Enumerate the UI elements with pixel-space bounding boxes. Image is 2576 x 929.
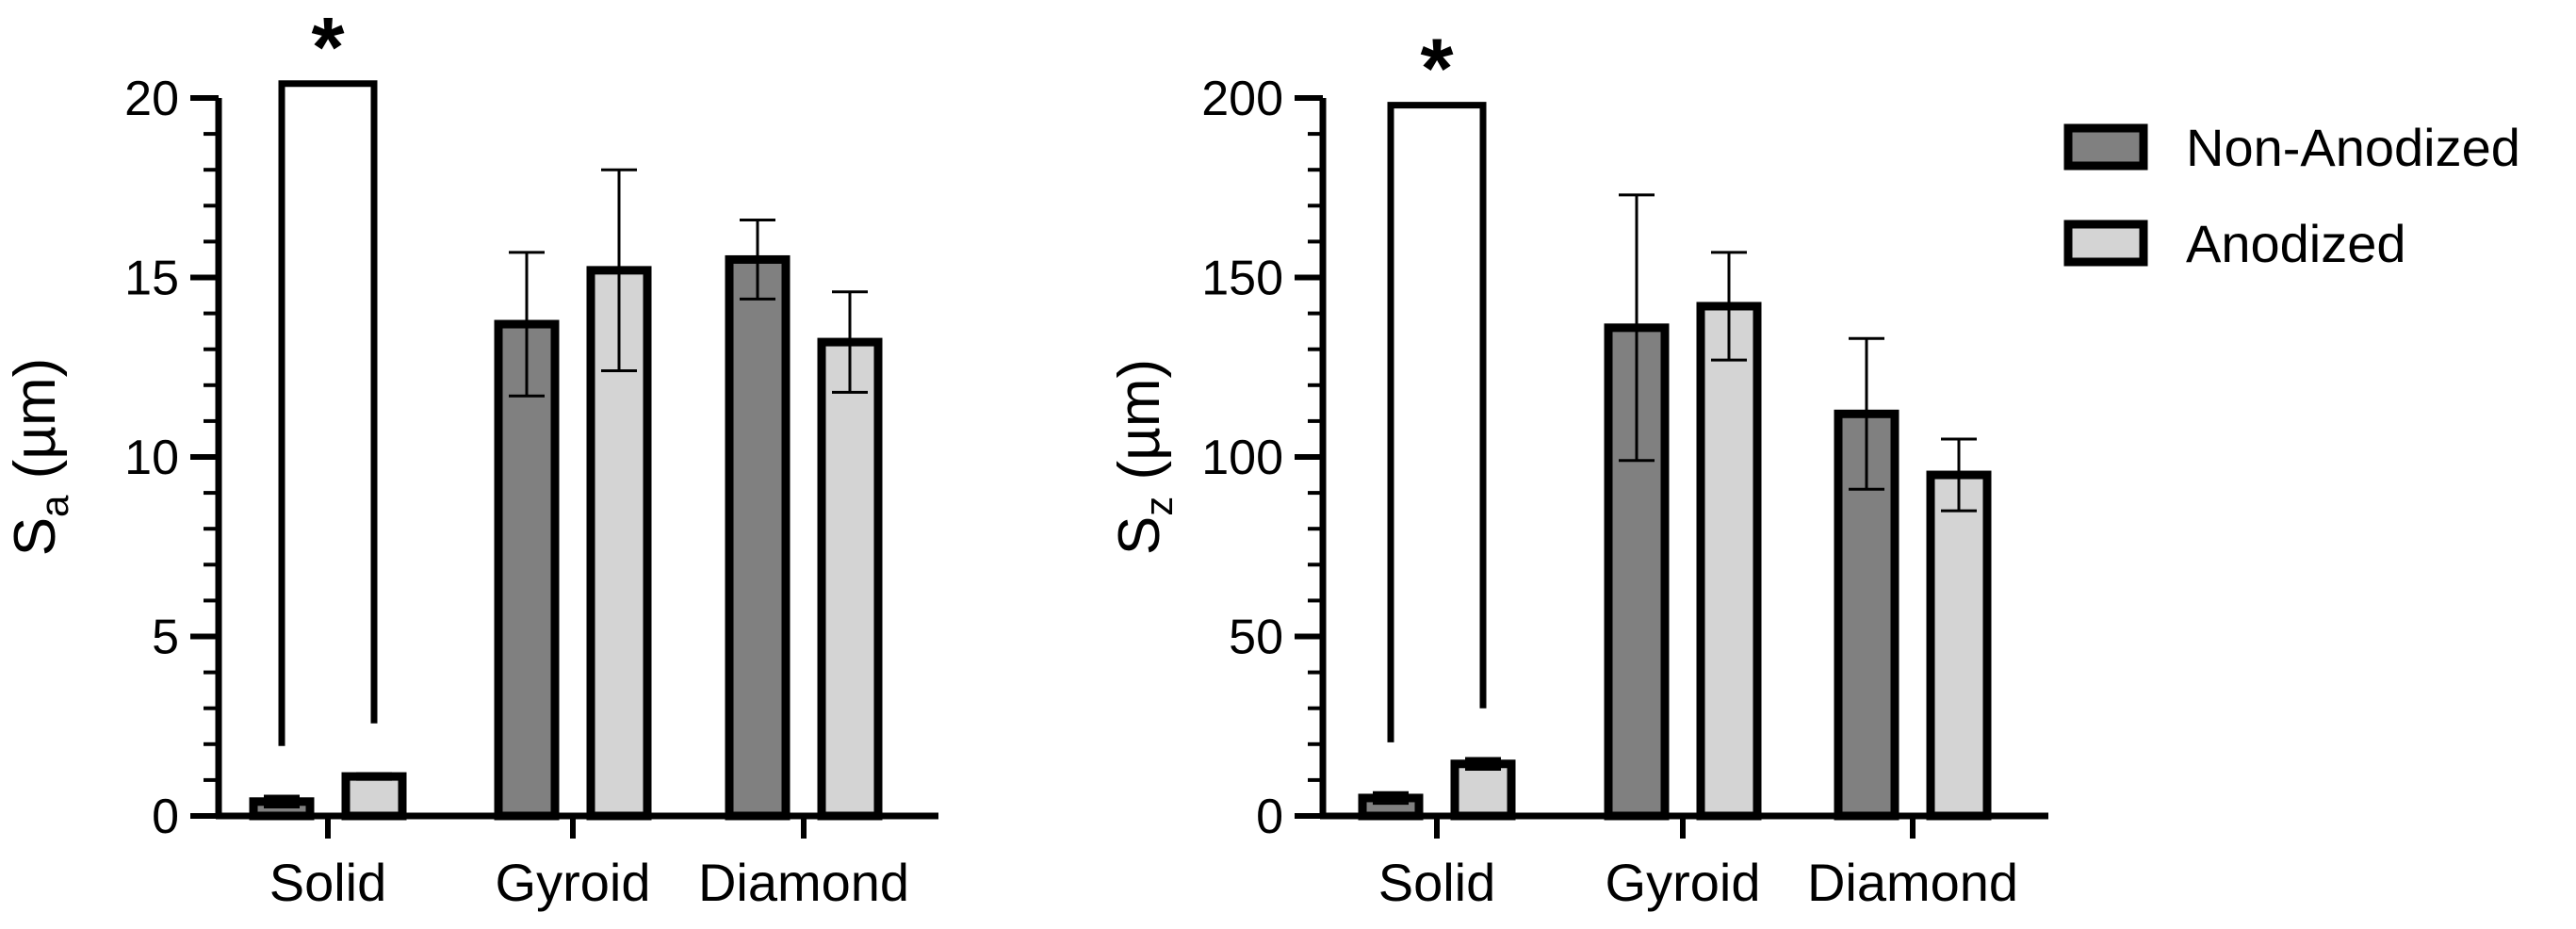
y-axis-label-main: S — [1107, 516, 1172, 555]
legend-label-1: Anodized — [2186, 214, 2406, 273]
bar-non-anodized-gyroid — [494, 319, 560, 821]
y-tick-label: 5 — [152, 611, 179, 665]
y-tick-label: 20 — [124, 72, 179, 126]
legend: Non-Anodized Anodized — [2063, 118, 2520, 273]
y-tick-label: 0 — [1256, 790, 1283, 844]
x-tick-label-diamond: Diamond — [698, 853, 909, 912]
y-tick-label: 100 — [1201, 431, 1283, 485]
y-axis-label-sub: a — [32, 495, 76, 517]
y-axis-label-unit: (µm) — [1107, 359, 1172, 497]
y-axis-label: Sa (µm) — [3, 358, 76, 557]
x-tick-label-solid: Solid — [269, 853, 387, 912]
legend-swatch-0 — [2063, 123, 2148, 171]
significance-star: * — [1420, 23, 1453, 117]
x-tick-label-solid: Solid — [1378, 853, 1496, 912]
bar-anodized-solid — [1450, 759, 1516, 821]
bar-non-anodized-diamond — [725, 254, 791, 821]
bar-anodized-diamond — [817, 337, 883, 821]
significance-bracket — [278, 80, 378, 746]
bar-anodized-diamond — [1926, 470, 1992, 821]
chart-sa: * 0 5 10 15 20 Solid Gyroid Diamond Sa (µm) — [3, 1, 938, 912]
legend-label-0: Non-Anodized — [2186, 118, 2520, 177]
y-tick-label: 10 — [124, 431, 179, 485]
bar-anodized-solid — [341, 772, 407, 821]
x-tick-label-gyroid: Gyroid — [1606, 853, 1761, 912]
y-axis-label-main: S — [3, 517, 68, 556]
legend-swatch-1 — [2063, 220, 2148, 267]
y-axis-label: Sz (µm) — [1107, 359, 1181, 555]
significance-bracket — [1387, 102, 1487, 742]
x-tick-label-diamond: Diamond — [1807, 853, 2018, 912]
y-tick-label: 50 — [1229, 611, 1283, 665]
y-tick-label: 15 — [124, 252, 179, 306]
y-tick-label: 150 — [1201, 252, 1283, 306]
chart-sz: * 0 50 100 150 200 Solid Gyroid Diamond Sz (µm) — [1107, 23, 2048, 912]
y-tick-label: 200 — [1201, 72, 1283, 126]
y-axis-label-unit: (µm) — [3, 358, 68, 496]
y-axis-label-sub: z — [1136, 497, 1181, 516]
x-tick-label-gyroid: Gyroid — [496, 853, 651, 912]
bar-anodized-gyroid — [1696, 302, 1762, 821]
y-tick-label: 0 — [152, 790, 179, 844]
significance-star: * — [311, 1, 344, 95]
